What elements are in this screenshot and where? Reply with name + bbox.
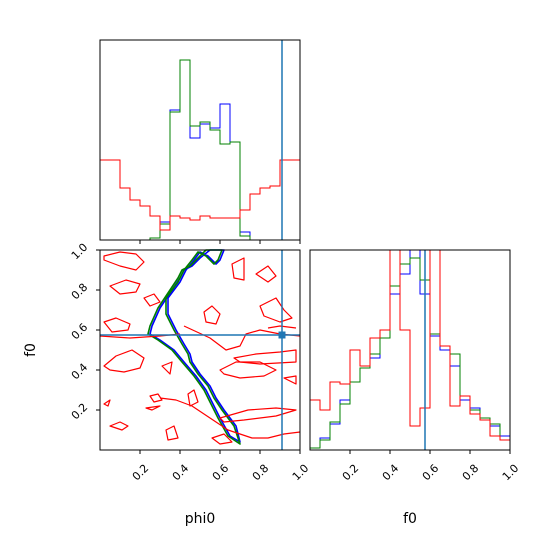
contour-red-18 xyxy=(259,297,293,323)
contour-red-12 xyxy=(165,425,179,441)
f0-hist-frame xyxy=(309,249,511,451)
contour-red-4 xyxy=(103,317,131,333)
f0-hist-xtick-label: 0.4 xyxy=(380,462,402,484)
contour-red-26 xyxy=(267,325,297,329)
contour-red-19 xyxy=(233,349,297,365)
contour-red-9 xyxy=(149,393,163,403)
contour-red-11 xyxy=(161,361,173,375)
contour-red-25 xyxy=(159,397,301,439)
f0-hist-xtick-label: 0.6 xyxy=(420,462,442,484)
xlabel-f0: f0 xyxy=(403,511,417,527)
contour-blue-0 xyxy=(149,249,241,443)
contour-red-7 xyxy=(109,421,129,431)
contour-red-10 xyxy=(145,405,161,411)
joint-xtick-label: 1.0 xyxy=(290,462,312,484)
f0-hist-step-red xyxy=(310,249,510,441)
panel-joint-phi0-f0: 0.2 0.4 0.6 0.8 1.0 0.2 0.4 0.6 0.8 1.0 xyxy=(69,241,312,484)
phi0-hist-frame xyxy=(99,39,301,241)
contour-red-21 xyxy=(211,433,233,445)
f0-hist-step-green xyxy=(310,257,510,449)
f0-hist-xtick-label: 1.0 xyxy=(500,462,522,484)
contour-green-1 xyxy=(147,249,241,445)
phi0-hist-step-red xyxy=(100,159,300,231)
joint-xtick-label: 0.4 xyxy=(170,462,192,484)
joint-ytick-label: 0.2 xyxy=(69,401,91,423)
panel-phi0-histogram xyxy=(99,39,301,244)
contour-red-6 xyxy=(103,399,111,407)
joint-ytick-label: 0.4 xyxy=(69,361,91,383)
contour-red-3 xyxy=(109,279,141,295)
contour-red-5 xyxy=(103,349,145,373)
contour-red-17 xyxy=(255,265,277,283)
contour-red-8 xyxy=(143,293,161,307)
joint-truth-marker xyxy=(278,331,286,339)
contour-red-14 xyxy=(203,305,221,325)
joint-ytick-label: 0.6 xyxy=(69,321,91,343)
xlabel-phi0: phi0 xyxy=(185,511,216,527)
phi0-hist-background xyxy=(100,40,300,240)
contour-red-22 xyxy=(283,375,297,385)
joint-xtick-label: 0.8 xyxy=(250,462,272,484)
joint-frame xyxy=(99,249,301,451)
joint-ytick-label: 0.8 xyxy=(69,281,91,303)
ylabel-f0: f0 xyxy=(23,343,39,357)
contour-red-16 xyxy=(231,257,245,281)
joint-xtick-label: 0.6 xyxy=(210,462,232,484)
panel-f0-histogram: 0.2 0.4 0.6 0.8 1.0 xyxy=(309,249,522,484)
contour-red-2 xyxy=(103,251,145,271)
contour-red-13 xyxy=(187,389,199,407)
joint-xtick-label: 0.2 xyxy=(130,462,152,484)
contour-red-23 xyxy=(183,325,301,351)
f0-hist-xtick-label: 0.2 xyxy=(340,462,362,484)
f0-hist-xtick-label: 0.8 xyxy=(460,462,482,484)
joint-ytick-label: 1.0 xyxy=(69,241,91,263)
contour-red-20 xyxy=(219,407,297,423)
